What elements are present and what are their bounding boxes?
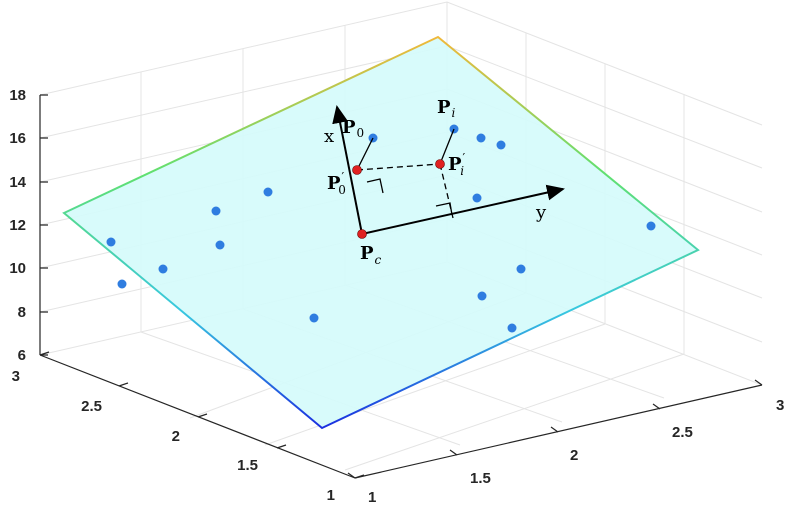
data-point — [646, 221, 656, 231]
right-axis-tick-label: 1 — [368, 489, 376, 505]
z-tick-labels: 6 8 10 12 14 16 18 — [9, 87, 26, 364]
construction-lines — [356, 128, 455, 219]
pi-label: Pi — [437, 97, 456, 120]
pc-label: Pc — [360, 243, 382, 267]
right-axis-tick-label: 1.5 — [470, 470, 491, 487]
pi-prime-marker — [435, 159, 445, 169]
p0-prime-marker — [352, 165, 362, 175]
z-tick-label: 8 — [18, 304, 26, 321]
projected-points — [352, 159, 445, 239]
data-point — [472, 193, 482, 203]
left-axis-tick-label: 2 — [172, 428, 180, 445]
right-angle-mark-y — [435, 202, 453, 216]
diagram-labels: x y P0 Pi P′ 0 P′ i Pc — [324, 97, 547, 267]
right-axis-tick-labels: 1 1.5 2 2.5 3 — [368, 397, 784, 505]
data-point — [158, 264, 168, 274]
data-point — [106, 237, 116, 247]
right-axis-tick-label: 3 — [776, 397, 784, 414]
data-point — [477, 291, 487, 301]
tick-marks — [39, 94, 763, 479]
data-point — [263, 187, 273, 197]
p0-prime-label: P′ 0 — [327, 170, 346, 197]
left-axis-tick-label: 1.5 — [237, 457, 258, 474]
pi-prime-label: P′ i — [448, 151, 466, 178]
data-point — [496, 140, 506, 150]
data-point — [516, 264, 526, 274]
right-axis-tick-label: 2 — [570, 447, 578, 464]
x-axis-arrow — [332, 105, 363, 235]
fitted-plane — [62, 35, 700, 430]
data-point — [215, 240, 225, 250]
y-axis-arrow — [361, 184, 565, 235]
z-tick-label: 16 — [9, 130, 26, 147]
left-axis-tick-label: 3 — [12, 368, 20, 385]
left-axis-tick-label: 2.5 — [81, 398, 102, 415]
dashed-p0prime-to-piprime — [356, 163, 441, 171]
data-point — [211, 206, 221, 216]
z-tick-label: 6 — [18, 347, 26, 364]
x-axis-label: x — [324, 126, 334, 147]
data-point — [476, 133, 486, 143]
p0-projection-line — [356, 137, 374, 171]
data-point — [309, 313, 319, 323]
p0-label: P0 — [342, 117, 364, 140]
z-tick-label: 10 — [9, 260, 26, 277]
y-axis-label: y — [535, 202, 547, 223]
pi-projection-line — [439, 128, 455, 165]
right-angle-mark-x — [366, 178, 384, 194]
local-axes — [332, 105, 565, 235]
z-tick-label: 14 — [9, 174, 26, 191]
right-axis-tick-label: 2.5 — [672, 424, 693, 441]
left-axis-tick-label: 1 — [327, 487, 335, 504]
data-point — [117, 279, 127, 289]
left-axis-tick-labels: 1 1.5 2 2.5 3 — [12, 368, 335, 504]
pc-marker — [357, 229, 367, 239]
z-tick-label: 18 — [9, 87, 26, 104]
z-tick-label: 12 — [9, 217, 26, 234]
data-point — [507, 323, 517, 333]
